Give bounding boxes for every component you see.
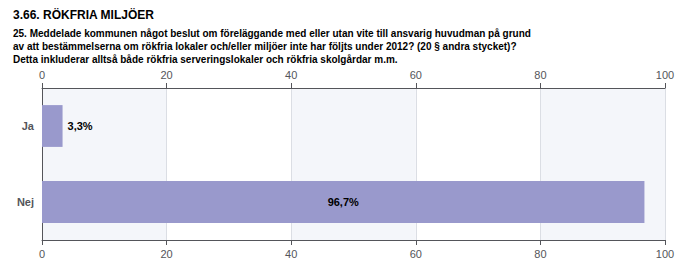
svg-text:100: 100 [656,248,674,260]
svg-text:80: 80 [534,248,546,260]
svg-text:60: 60 [410,248,422,260]
svg-text:0: 0 [39,248,45,260]
svg-text:20: 20 [160,248,172,260]
svg-text:Ja: Ja [22,120,35,132]
svg-text:Nej: Nej [17,196,34,208]
svg-text:96,7%: 96,7% [328,196,359,208]
svg-text:3.66. RÖKFRIA MILJÖER: 3.66. RÖKFRIA MILJÖER [13,7,154,22]
svg-text:0: 0 [39,69,45,81]
svg-text:100: 100 [656,69,674,81]
svg-text:Detta inkluderar alltså både r: Detta inkluderar alltså både rökfria ser… [13,54,398,65]
svg-text:3,3%: 3,3% [68,120,93,132]
svg-text:40: 40 [285,69,297,81]
svg-text:av att bestämmelserna om rökfr: av att bestämmelserna om rökfria lokaler… [13,41,517,52]
svg-text:20: 20 [160,69,172,81]
svg-text:40: 40 [285,248,297,260]
svg-text:25. Meddelade kommunen något b: 25. Meddelade kommunen något beslut om f… [13,28,531,39]
svg-text:80: 80 [534,69,546,81]
svg-text:60: 60 [410,69,422,81]
